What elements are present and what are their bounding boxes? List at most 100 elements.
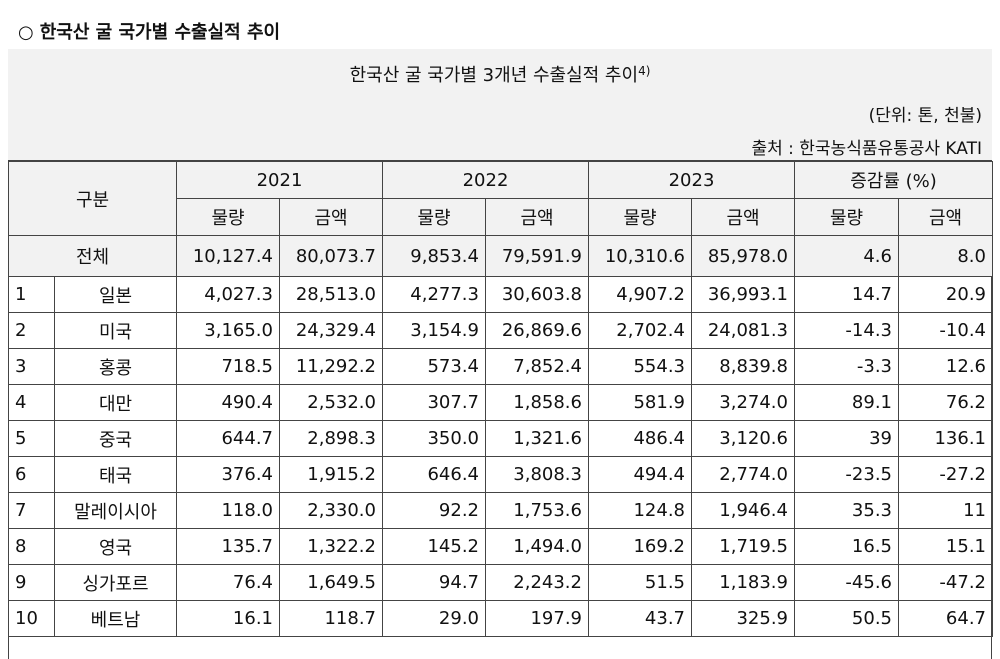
- table-cell: 92.2: [382, 492, 486, 529]
- section-heading: ○ 한국산 굴 국가별 수출실적 추이: [18, 18, 280, 44]
- source-label: 출처 : 한국농식품유통공사 KATI: [751, 139, 982, 159]
- circle-bullet-icon: ○: [18, 22, 34, 43]
- table-row: 9 싱가포르 76.4 1,649.5 94.7 2,243.2 51.5 1,183.9 -4…: [8, 564, 993, 601]
- export-table: 구분 2021 2022 2023 증감률 (%) 물량 금액 물량 금액 물량…: [8, 161, 993, 637]
- country-rows: 1 일본 4,027.3 28,513.0 4,277.3 30,603.8 4,907.2…: [8, 276, 993, 637]
- table-cell: 24,329.4: [279, 312, 383, 349]
- table-cell: -23.5: [794, 456, 899, 493]
- table-cell: 2,330.0: [279, 492, 383, 529]
- table-row: 3 홍콩 718.5 11,292.2 573.4 7,852.4 554.3 8,839.8…: [8, 348, 993, 385]
- table-caption: 한국산 굴 국가별 3개년 수출실적 추이4) (단위: 톤, 천불) 출처 :…: [8, 49, 992, 161]
- table-cell: 16.5: [794, 528, 899, 565]
- table-cell: 581.9: [588, 384, 692, 421]
- table-cell: 20.9: [898, 276, 993, 313]
- table-cell: 76.2: [898, 384, 993, 421]
- rank-cell: 2: [8, 312, 55, 349]
- country-cell: 베트남: [54, 600, 177, 637]
- table-cell: 118.0: [176, 492, 280, 529]
- volume-header: 물량: [588, 198, 692, 236]
- table-row: 10 베트남 16.1 118.7 29.0 197.9 43.7 325.9 50.5 64.7: [8, 600, 993, 637]
- table-cell: 79,591.9: [485, 235, 589, 277]
- country-cell: 말레이시아: [54, 492, 177, 529]
- table-cell: 1,946.4: [691, 492, 795, 529]
- table-cell: 4,277.3: [382, 276, 486, 313]
- table-cell: 80,073.7: [279, 235, 383, 277]
- table-cell: 14.7: [794, 276, 899, 313]
- table-cell: 118.7: [279, 600, 383, 637]
- table-cell: 8,839.8: [691, 348, 795, 385]
- rank-cell: 6: [8, 456, 55, 493]
- table-cell: 10,310.6: [588, 235, 692, 277]
- amount-header: 금액: [485, 198, 589, 236]
- year-header: 2021: [176, 161, 383, 199]
- amount-header: 금액: [898, 198, 993, 236]
- table-cell: 2,243.2: [485, 564, 589, 601]
- table-cell: 307.7: [382, 384, 486, 421]
- table-cell: 35.3: [794, 492, 899, 529]
- table-cell: 169.2: [588, 528, 692, 565]
- country-cell: 중국: [54, 420, 177, 457]
- rank-cell: 9: [8, 564, 55, 601]
- rank-cell: 10: [8, 600, 55, 637]
- table-cell: 494.4: [588, 456, 692, 493]
- table-cell: 1,183.9: [691, 564, 795, 601]
- table-cell: 29.0: [382, 600, 486, 637]
- table-title: 한국산 굴 국가별 3개년 수출실적 추이4): [8, 61, 992, 87]
- rank-cell: 4: [8, 384, 55, 421]
- change-header: 증감률 (%): [794, 161, 993, 199]
- table-row: 2 미국 3,165.0 24,329.4 3,154.9 26,869.6 2,702.4…: [8, 312, 993, 349]
- table-cell: 3,154.9: [382, 312, 486, 349]
- table-cell: -47.2: [898, 564, 993, 601]
- table-cell: 94.7: [382, 564, 486, 601]
- table-cell: 7,852.4: [485, 348, 589, 385]
- footnote-marker: 4): [638, 64, 651, 78]
- country-cell: 대만: [54, 384, 177, 421]
- table-cell: 36,993.1: [691, 276, 795, 313]
- rank-cell: 8: [8, 528, 55, 565]
- table-cell: 9,853.4: [382, 235, 486, 277]
- table-cell: 30,603.8: [485, 276, 589, 313]
- table-cell: 4.6: [794, 235, 899, 277]
- table-cell: 145.2: [382, 528, 486, 565]
- table-cell: 10,127.4: [176, 235, 280, 277]
- table-row: 7 말레이시아 118.0 2,330.0 92.2 1,753.6 124.8 1,946.…: [8, 492, 993, 529]
- country-cell: 싱가포르: [54, 564, 177, 601]
- table-cell: 554.3: [588, 348, 692, 385]
- table-cell: -45.6: [794, 564, 899, 601]
- table-cell: 4,907.2: [588, 276, 692, 313]
- table-cell: 376.4: [176, 456, 280, 493]
- table-cell: 2,898.3: [279, 420, 383, 457]
- table-title-text: 한국산 굴 국가별 3개년 수출실적 추이: [349, 65, 639, 86]
- table-cell: 2,702.4: [588, 312, 692, 349]
- table-cell: 50.5: [794, 600, 899, 637]
- table-cell: 1,321.6: [485, 420, 589, 457]
- category-header: 구분: [8, 161, 177, 236]
- table-cell: 350.0: [382, 420, 486, 457]
- rank-cell: 3: [8, 348, 55, 385]
- table-cell: 486.4: [588, 420, 692, 457]
- table-cell: 1,719.5: [691, 528, 795, 565]
- table-cell: 1,322.2: [279, 528, 383, 565]
- table-cell: 85,978.0: [691, 235, 795, 277]
- table-cell: 11: [898, 492, 993, 529]
- table-row: 1 일본 4,027.3 28,513.0 4,277.3 30,603.8 4,907.2…: [8, 276, 993, 313]
- rank-cell: 1: [8, 276, 55, 313]
- table-cell: 1,915.2: [279, 456, 383, 493]
- table-cell: 3,120.6: [691, 420, 795, 457]
- rank-cell: 7: [8, 492, 55, 529]
- amount-header: 금액: [691, 198, 795, 236]
- table-cell: 43.7: [588, 600, 692, 637]
- table-cell: 8.0: [898, 235, 993, 277]
- table-cell: -14.3: [794, 312, 899, 349]
- table-cell: 24,081.3: [691, 312, 795, 349]
- table-row: 4 대만 490.4 2,532.0 307.7 1,858.6 581.9 3,274.0 8…: [8, 384, 993, 421]
- volume-header: 물량: [176, 198, 280, 236]
- table-cell: 325.9: [691, 600, 795, 637]
- table-cell: 197.9: [485, 600, 589, 637]
- table-row: 5 중국 644.7 2,898.3 350.0 1,321.6 486.4 3,120.6 3…: [8, 420, 993, 457]
- unit-label: (단위: 톤, 천불): [868, 106, 982, 126]
- table-cell: 89.1: [794, 384, 899, 421]
- volume-header: 물량: [382, 198, 486, 236]
- table-cell: 39: [794, 420, 899, 457]
- amount-header: 금액: [279, 198, 383, 236]
